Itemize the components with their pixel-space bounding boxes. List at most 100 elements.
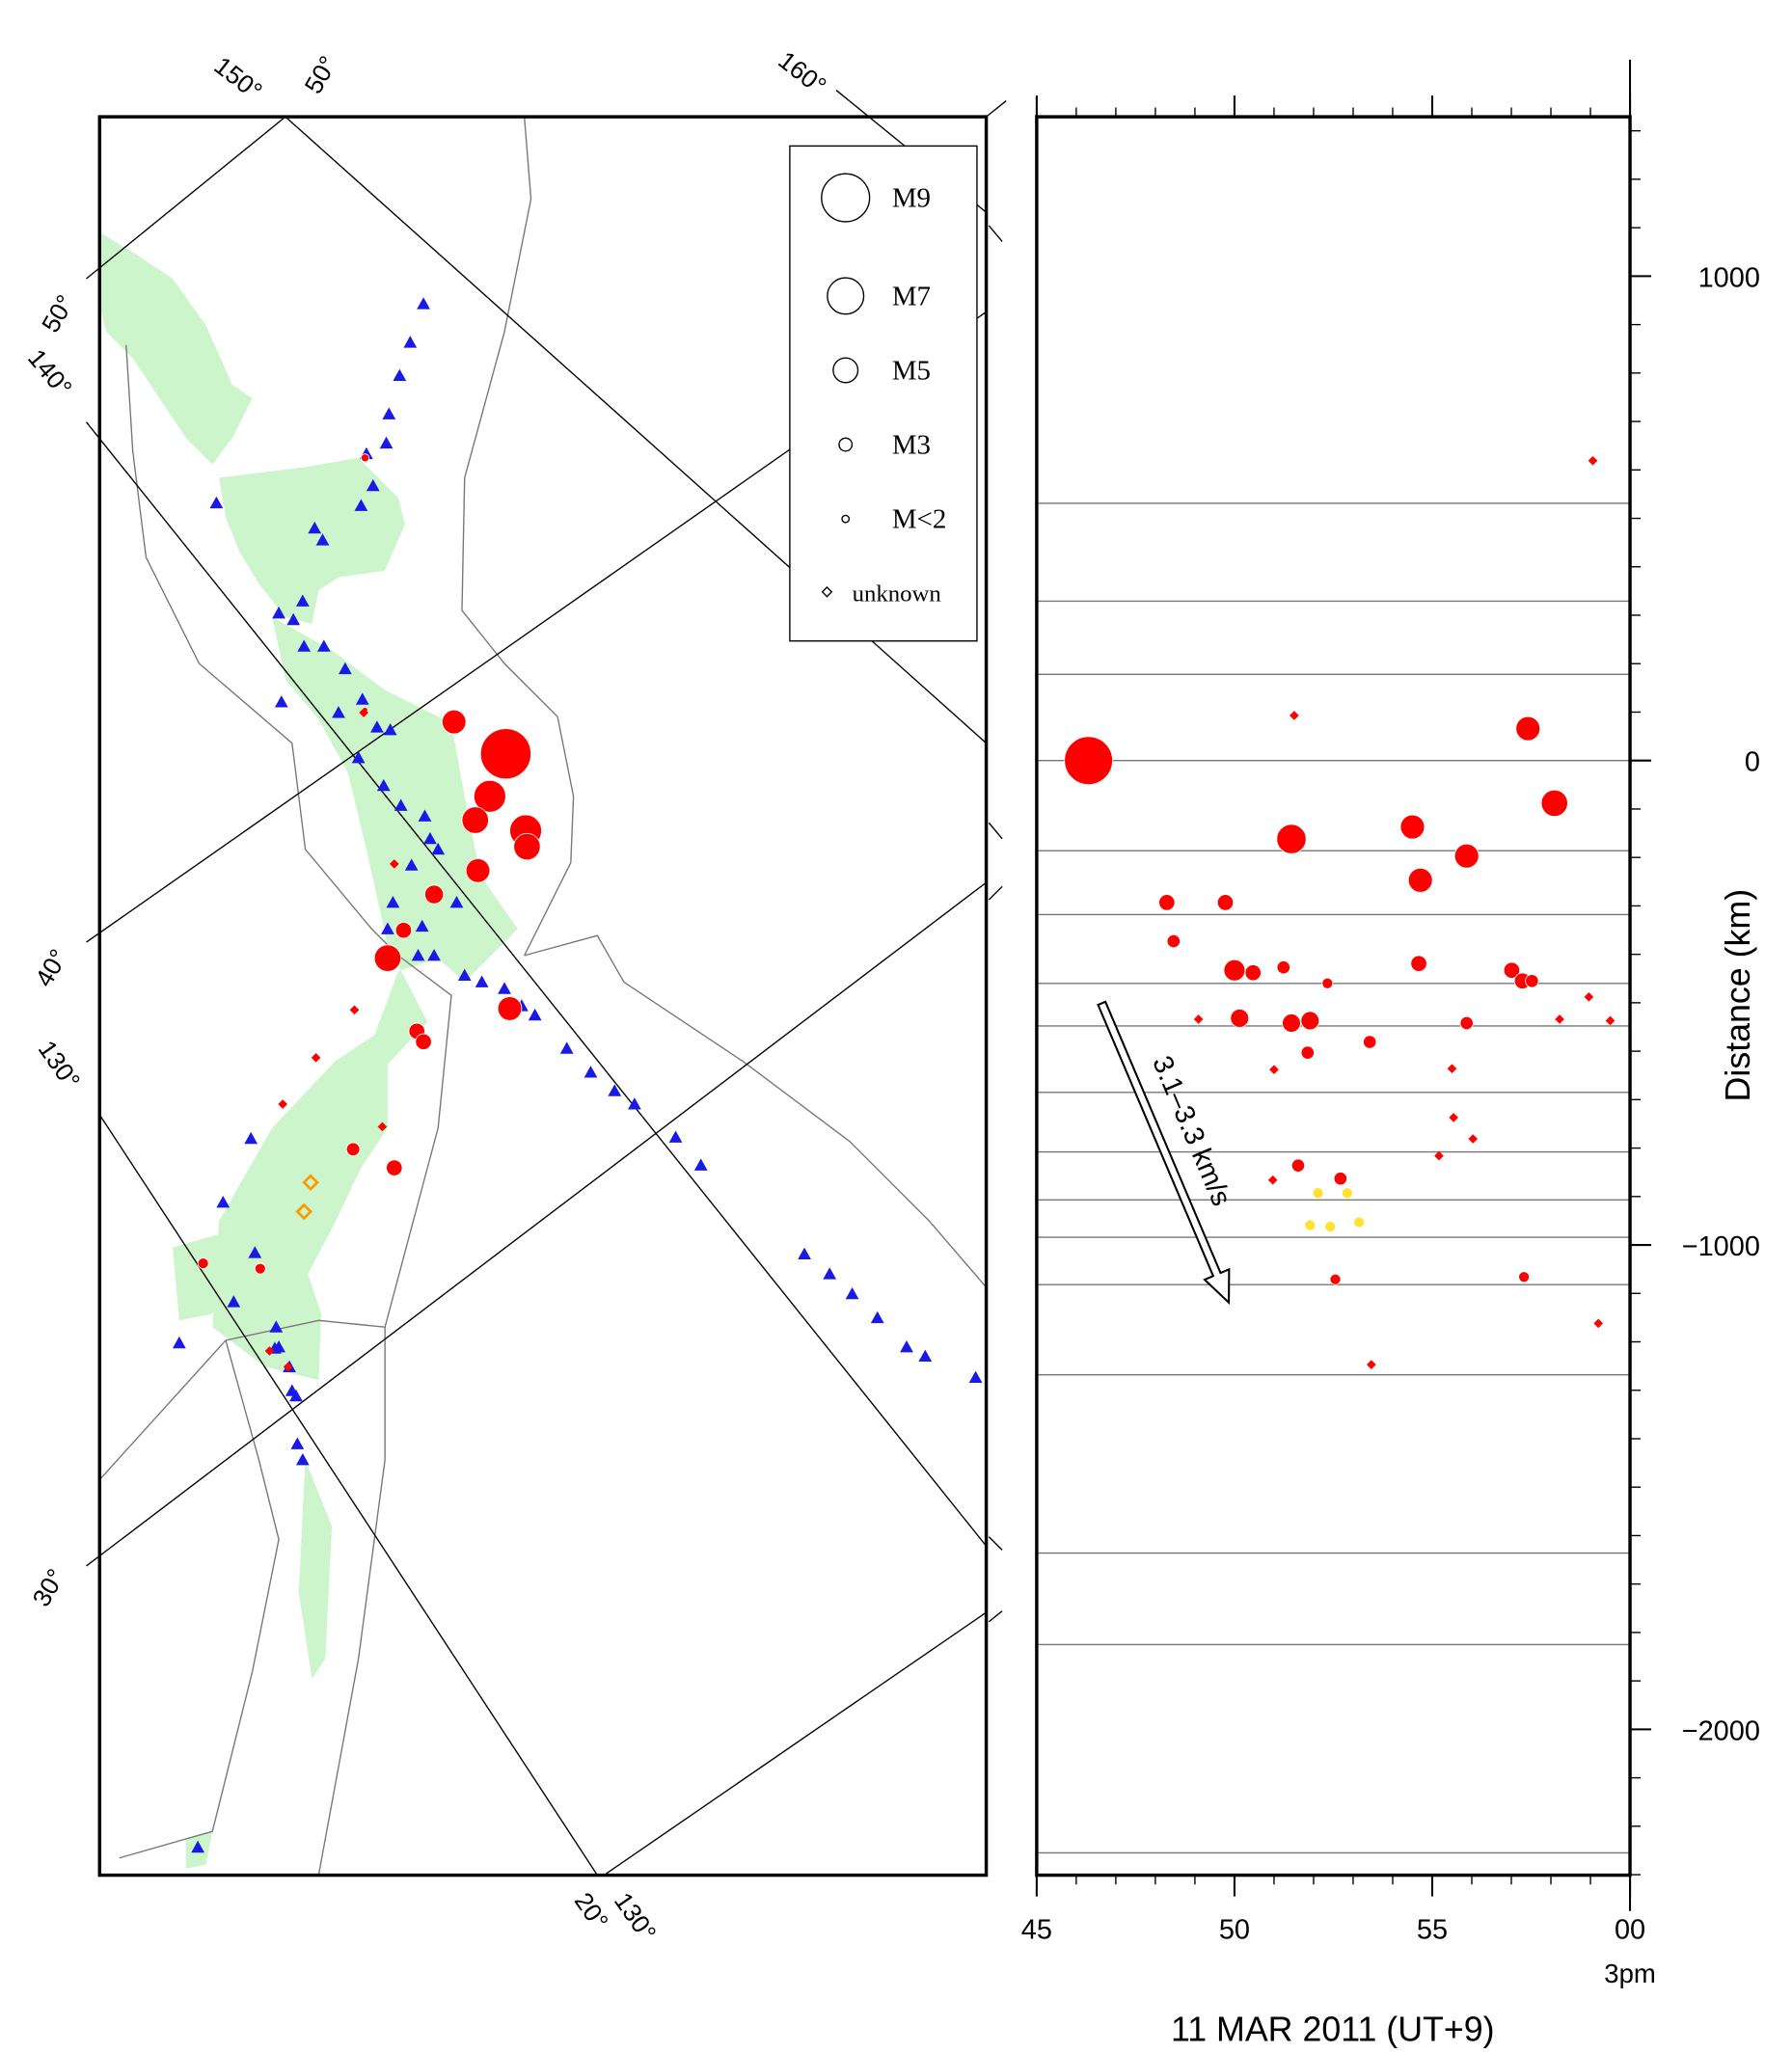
- legend-label: M5: [892, 356, 931, 387]
- station: [498, 982, 511, 994]
- x-tick-label: 00: [1615, 1915, 1645, 1946]
- event: [1459, 1015, 1474, 1031]
- station: [286, 612, 301, 626]
- map-event: [254, 1262, 266, 1275]
- map-event: [424, 884, 445, 905]
- legend-symbol: [838, 437, 854, 452]
- map-event: [197, 1257, 209, 1270]
- event: [1407, 867, 1433, 893]
- station: [968, 1370, 983, 1384]
- event: [1216, 894, 1235, 911]
- station: [216, 1195, 231, 1208]
- station: [559, 1041, 574, 1054]
- station: [383, 723, 397, 736]
- station: [381, 922, 394, 934]
- map-label: 20°: [569, 1887, 614, 1935]
- event: [1324, 1221, 1337, 1232]
- map-event: [441, 709, 467, 735]
- station: [528, 1008, 542, 1021]
- map: 150° 50° 160° 50° 140° 40° 130° 30° 20° …: [22, 45, 1007, 1946]
- map-label: 40°: [29, 944, 73, 991]
- station: [290, 1437, 305, 1449]
- y-tick-label: 1000: [1698, 262, 1760, 293]
- station: [431, 842, 446, 855]
- event: [1434, 1150, 1444, 1161]
- y-axis-label: Distance (km): [1719, 889, 1757, 1102]
- event: [1605, 1015, 1616, 1026]
- x-tick-note: 3pm: [1604, 1958, 1656, 1988]
- station: [338, 662, 352, 675]
- y-tick-label: 0: [1745, 747, 1760, 778]
- event: [1300, 1045, 1315, 1060]
- event: [1363, 1035, 1377, 1049]
- event: [1312, 1187, 1324, 1200]
- station: [295, 1452, 310, 1466]
- event: [1300, 1011, 1320, 1031]
- map-event: [295, 1202, 313, 1221]
- station: [628, 1097, 641, 1110]
- map-event: [360, 453, 370, 463]
- map-event: [415, 1033, 432, 1050]
- event: [1341, 1187, 1353, 1200]
- event: [1410, 955, 1427, 972]
- map-event: [386, 1159, 403, 1176]
- station: [823, 1267, 837, 1280]
- map-event: [465, 857, 491, 883]
- station: [845, 1286, 859, 1300]
- station: [269, 1320, 284, 1333]
- station: [315, 533, 330, 546]
- map-event: [302, 1174, 319, 1192]
- station: [415, 919, 429, 932]
- x-tick-label: 50: [1219, 1915, 1250, 1946]
- event: [1588, 455, 1598, 466]
- legend-symbol: [821, 586, 833, 598]
- event: [1244, 964, 1262, 982]
- station: [227, 1295, 241, 1308]
- legend: M9 M7 M5 M3 M<2 unknown: [821, 173, 946, 607]
- station: [289, 1389, 303, 1402]
- map-label: 150°: [209, 51, 268, 106]
- station: [404, 858, 419, 871]
- map-events: [197, 453, 542, 1372]
- legend-symbol: [821, 173, 871, 223]
- event: [1503, 961, 1521, 979]
- event: [1267, 1175, 1278, 1185]
- station: [379, 436, 394, 449]
- station: [297, 639, 312, 652]
- station: [418, 809, 432, 822]
- map-label: 140°: [22, 343, 78, 402]
- station: [248, 1246, 262, 1258]
- map-event: [278, 1099, 288, 1109]
- map-event: [497, 996, 523, 1021]
- station: [172, 1336, 186, 1349]
- event: [1276, 824, 1307, 854]
- event: [1230, 1009, 1250, 1028]
- station: [209, 496, 224, 509]
- station: [394, 798, 408, 811]
- x-tick-label: 45: [1021, 1915, 1052, 1946]
- map-event: [311, 1053, 321, 1063]
- event: [1584, 992, 1594, 1002]
- station: [798, 1247, 811, 1260]
- station: [411, 948, 425, 961]
- event: [1593, 1318, 1604, 1329]
- legend-box: [789, 145, 978, 642]
- legend-symbol: [832, 357, 859, 384]
- station: [918, 1349, 933, 1362]
- map-frame: [97, 115, 989, 1877]
- station: [386, 895, 400, 908]
- record-section: 45 50 55 00 1000 0 −1000 −2000 3.1–3.3 km/s Dis…: [1021, 59, 1760, 2049]
- legend-symbol: [841, 514, 851, 524]
- ticks: 45 50 55 00 1000 0 −1000 −2000: [1021, 95, 1760, 1946]
- event: [1321, 977, 1334, 989]
- map-event: [377, 1121, 388, 1132]
- station: [351, 750, 366, 764]
- event: [1518, 1271, 1531, 1283]
- map-label: 160°: [773, 45, 831, 100]
- station: [900, 1339, 913, 1353]
- map-event: [349, 1005, 360, 1015]
- station: [376, 778, 391, 792]
- station: [449, 895, 464, 908]
